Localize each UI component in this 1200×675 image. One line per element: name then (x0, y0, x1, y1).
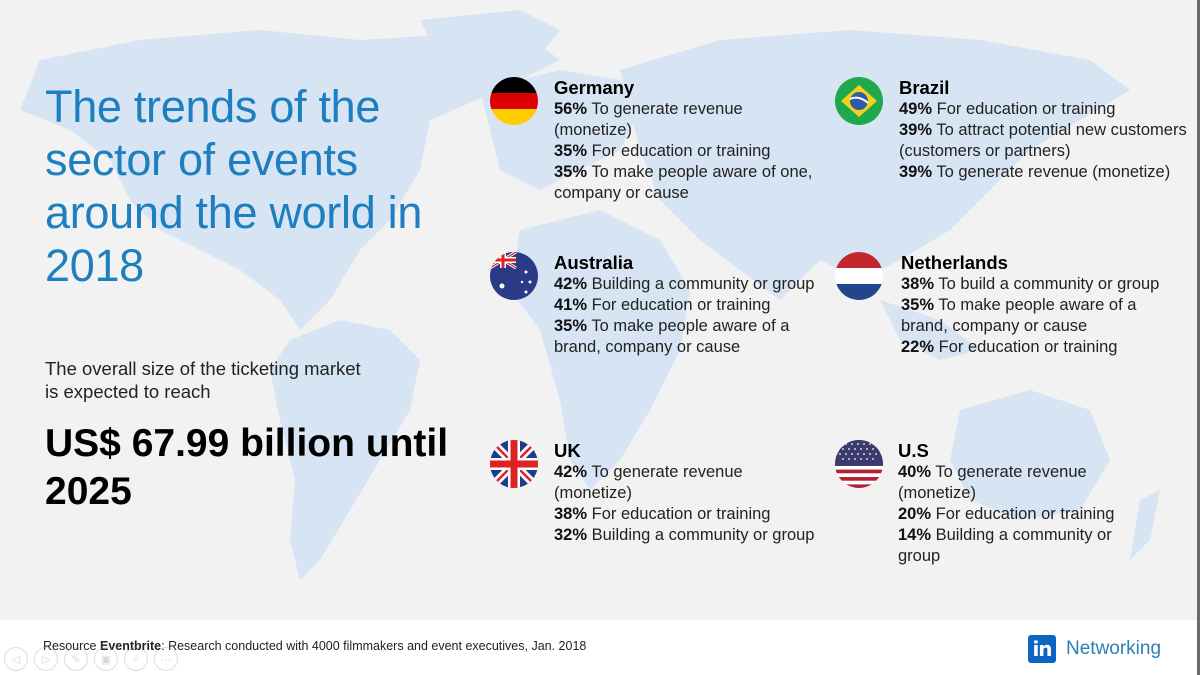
brazil-flag-icon (835, 77, 883, 125)
linkedin-networking-logo: in Networking (1028, 635, 1161, 663)
stat-percent: 41% (554, 296, 588, 314)
stat-text: To make people aware of one, company or … (554, 163, 813, 202)
stat-text: To generate revenue (monetize) (554, 463, 743, 502)
netherlands-flag-icon (835, 252, 883, 300)
slides-icon[interactable]: ▣ (94, 647, 118, 671)
uk-flag-icon (490, 440, 538, 488)
stat-line: 41% For education or training (554, 295, 824, 316)
stat-percent: 40% (898, 463, 932, 481)
stat-text: To generate revenue (monetize) (936, 163, 1171, 181)
logo-text: Networking (1066, 638, 1162, 659)
slide-footer: Resource Eventbrite: Research conducted … (0, 620, 1200, 675)
country-name: Brazil (899, 77, 950, 98)
stat-text: Building a community or group (898, 526, 1112, 565)
more-options-icon[interactable]: ⋯ (154, 647, 178, 671)
stat-line: 42% To generate revenue (monetize) (554, 462, 824, 504)
stat-percent: 38% (901, 275, 935, 293)
stat-percent: 42% (554, 275, 588, 293)
stat-text: For education or training (591, 505, 771, 523)
stat-text: For education or training (935, 505, 1115, 523)
country-name: UK (554, 440, 581, 461)
source-detail: : Research conducted with 4000 filmmaker… (161, 639, 587, 653)
stat-line: 22% For education or training (901, 337, 1161, 358)
stat-text: To make people aware of a brand, company… (901, 296, 1137, 335)
stat-percent: 22% (901, 338, 935, 356)
presenter-toolbar: ◁ ▷ ✎ ▣ ⌕ ⋯ (4, 647, 178, 671)
stat-line: 35% To make people aware of a brand, com… (554, 316, 824, 358)
previous-slide-icon[interactable]: ◁ (4, 647, 28, 671)
country-name: Netherlands (901, 252, 1008, 273)
stat-line: 38% To build a community or group (901, 274, 1161, 295)
next-slide-icon[interactable]: ▷ (34, 647, 58, 671)
stat-text: For education or training (591, 296, 771, 314)
stat-text: To build a community or group (938, 275, 1160, 293)
stat-text: Building a community or group (591, 526, 815, 544)
stat-line: 40% To generate revenue (monetize) (898, 462, 1158, 504)
stat-line: 39% To attract potential new customers (… (899, 120, 1189, 162)
stat-percent: 35% (554, 142, 588, 160)
stat-percent: 49% (899, 100, 933, 118)
stat-line: 38% For education or training (554, 504, 824, 525)
stat-line: 56% To generate revenue (monetize) (554, 99, 824, 141)
market-size-description: The overall size of the ticketing market… (45, 358, 361, 402)
stat-percent: 35% (901, 296, 935, 314)
stat-percent: 39% (899, 121, 933, 139)
stat-percent: 35% (554, 163, 588, 181)
stat-line: 32% Building a community or group (554, 525, 824, 546)
slide-title: The trends of the sector of events aroun… (45, 81, 423, 291)
country-name: Australia (554, 252, 634, 273)
australia-flag-icon (490, 252, 538, 300)
stat-text: For education or training (938, 338, 1118, 356)
stat-percent: 35% (554, 317, 588, 335)
stat-percent: 32% (554, 526, 588, 544)
stat-text: Building a community or group (591, 275, 815, 293)
stat-text: To make people aware of a brand, company… (554, 317, 790, 356)
slide-canvas: The trends of the sector of events aroun… (20, 10, 1189, 580)
germany-flag-icon (490, 77, 538, 125)
stat-line: 20% For education or training (898, 504, 1158, 525)
stat-percent: 14% (898, 526, 932, 544)
stat-percent: 38% (554, 505, 588, 523)
linkedin-icon: in (1028, 635, 1056, 663)
source-name: Eventbrite (99, 639, 162, 653)
stat-percent: 39% (899, 163, 933, 181)
market-size-value: US$ 67.99 billion until 2025 (45, 422, 449, 513)
stat-line: 35% To make people aware of one, company… (554, 162, 824, 204)
stat-percent: 20% (898, 505, 932, 523)
stat-line: 39% To generate revenue (monetize) (899, 162, 1189, 183)
us-flag-icon (835, 440, 883, 488)
stat-line: 42% Building a community or group (554, 274, 824, 295)
stat-text: To generate revenue (monetize) (554, 100, 743, 139)
stat-text: For education or training (936, 100, 1116, 118)
stat-text: To generate revenue (monetize) (898, 463, 1087, 502)
stat-text: To attract potential new customers (cust… (899, 121, 1187, 160)
country-name: U.S (898, 440, 929, 461)
window-edge (1197, 0, 1200, 675)
pen-icon[interactable]: ✎ (64, 647, 88, 671)
stat-line: 35% For education or training (554, 141, 824, 162)
stat-percent: 56% (554, 100, 588, 118)
stat-line: 35% To make people aware of a brand, com… (901, 295, 1161, 337)
world-map-background (20, 10, 1160, 580)
stat-line: 14% Building a community or group (898, 525, 1158, 567)
zoom-icon[interactable]: ⌕ (124, 647, 148, 671)
stat-text: For education or training (591, 142, 771, 160)
stat-percent: 42% (554, 463, 588, 481)
stat-line: 49% For education or training (899, 99, 1189, 120)
country-name: Germany (554, 77, 635, 98)
